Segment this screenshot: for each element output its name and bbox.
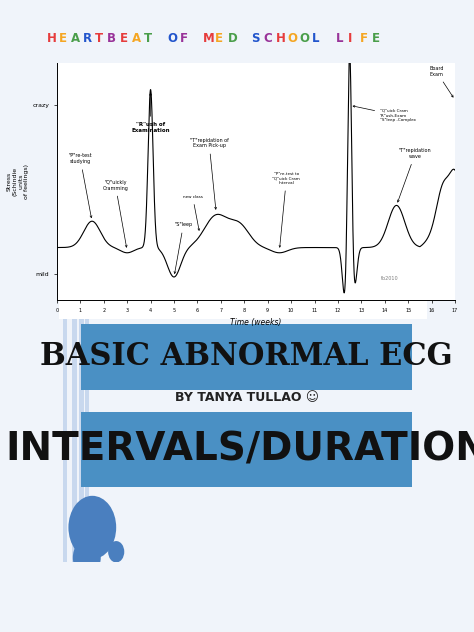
Text: L: L xyxy=(336,32,343,46)
Text: "P"re-test to
"Q"uick Cram
Interval: "P"re-test to "Q"uick Cram Interval xyxy=(273,172,301,247)
Circle shape xyxy=(68,496,116,559)
FancyBboxPatch shape xyxy=(72,76,76,562)
Text: E: E xyxy=(372,32,380,46)
FancyBboxPatch shape xyxy=(85,76,90,562)
Text: Board
Exam: Board Exam xyxy=(429,66,453,97)
Text: O: O xyxy=(300,32,310,46)
Circle shape xyxy=(108,541,124,562)
Text: O: O xyxy=(288,32,298,46)
Text: "T"repidation of
Exam Pick-up: "T"repidation of Exam Pick-up xyxy=(190,138,228,209)
Text: F: F xyxy=(180,32,188,46)
Text: new class: new class xyxy=(183,195,203,230)
Circle shape xyxy=(73,539,101,576)
Text: "S"leep: "S"leep xyxy=(174,222,192,274)
FancyBboxPatch shape xyxy=(82,324,412,390)
X-axis label: Time (weeks): Time (weeks) xyxy=(230,319,282,327)
Text: A: A xyxy=(71,32,80,46)
Text: F: F xyxy=(360,32,368,46)
Text: H: H xyxy=(47,32,57,46)
Text: C: C xyxy=(264,32,272,46)
Text: INTERVALS/DURATION: INTERVALS/DURATION xyxy=(5,430,474,468)
Text: I: I xyxy=(347,32,352,46)
Text: S: S xyxy=(251,32,260,46)
Text: A: A xyxy=(131,32,141,46)
Text: T: T xyxy=(95,32,103,46)
Text: tb2010: tb2010 xyxy=(381,276,398,281)
Text: "P"re-test
studying: "P"re-test studying xyxy=(68,154,92,217)
Text: D: D xyxy=(228,32,237,46)
Text: L: L xyxy=(312,32,319,46)
Text: "T"repidation
wave: "T"repidation wave xyxy=(397,148,431,202)
FancyBboxPatch shape xyxy=(59,76,427,319)
Text: "Q"uick Cram
"R"ush-Exam
"S"leep -Complex: "Q"uick Cram "R"ush-Exam "S"leep -Comple… xyxy=(353,106,416,122)
Text: T: T xyxy=(144,32,152,46)
Text: E: E xyxy=(59,32,67,46)
Text: E: E xyxy=(119,32,128,46)
Text: B: B xyxy=(107,32,116,46)
Text: BY TANYA TULLAO ☺: BY TANYA TULLAO ☺ xyxy=(174,391,319,404)
Text: "Q"uickly
Cramming: "Q"uickly Cramming xyxy=(102,179,128,247)
FancyBboxPatch shape xyxy=(82,411,412,487)
Text: E: E xyxy=(215,32,223,46)
Y-axis label: Stress
(Schindie
units
of feelings): Stress (Schindie units of feelings) xyxy=(7,164,29,199)
Text: O: O xyxy=(167,32,177,46)
Text: R: R xyxy=(83,32,92,46)
Text: M: M xyxy=(203,32,215,46)
Text: H: H xyxy=(275,32,285,46)
Text: "R"ush of
Examination: "R"ush of Examination xyxy=(131,93,170,133)
FancyBboxPatch shape xyxy=(63,76,67,562)
FancyBboxPatch shape xyxy=(80,76,84,562)
Text: BASIC ABNORMAL ECG: BASIC ABNORMAL ECG xyxy=(40,341,453,372)
